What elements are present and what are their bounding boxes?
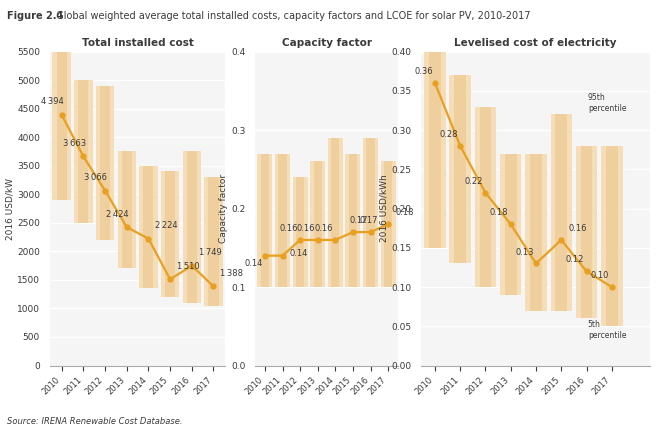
Bar — [525, 154, 547, 310]
Bar — [182, 151, 201, 303]
Text: 0.22: 0.22 — [465, 177, 483, 186]
Text: 0.16: 0.16 — [297, 224, 316, 233]
Bar — [328, 138, 343, 287]
Bar — [429, 52, 441, 248]
Bar — [121, 151, 132, 268]
Text: 0.14: 0.14 — [244, 259, 263, 268]
Text: Global weighted average total installed costs, capacity factors and LCOE for sol: Global weighted average total installed … — [50, 11, 530, 21]
Bar — [310, 161, 326, 287]
Text: 0.18: 0.18 — [490, 208, 509, 217]
Bar — [314, 161, 322, 287]
Text: 0.16: 0.16 — [279, 224, 298, 233]
Text: 1 749: 1 749 — [199, 249, 221, 257]
Title: Levelised cost of electricity: Levelised cost of electricity — [454, 38, 617, 48]
Bar — [275, 154, 290, 287]
Bar — [96, 86, 114, 240]
Bar — [292, 177, 308, 287]
Bar — [278, 154, 286, 287]
Bar — [161, 172, 179, 297]
Text: 0.28: 0.28 — [440, 130, 458, 139]
Title: Total installed cost: Total installed cost — [82, 38, 194, 48]
Bar — [296, 177, 304, 287]
Bar — [530, 154, 542, 310]
Text: 0.36: 0.36 — [414, 67, 433, 76]
Bar — [257, 154, 272, 287]
Bar — [117, 151, 136, 268]
Text: 3 066: 3 066 — [84, 173, 107, 182]
Bar — [208, 177, 219, 306]
Text: Figure 2.4: Figure 2.4 — [7, 11, 63, 21]
Text: 3 663: 3 663 — [62, 139, 86, 148]
Text: 4 394: 4 394 — [41, 97, 64, 106]
Text: Source: IRENA Renewable Cost Database.: Source: IRENA Renewable Cost Database. — [7, 417, 182, 426]
Bar — [367, 138, 375, 287]
Text: 0.17: 0.17 — [360, 216, 379, 225]
Bar — [52, 52, 71, 200]
Bar — [601, 146, 623, 326]
Bar — [505, 154, 516, 295]
Text: 0.16: 0.16 — [314, 224, 333, 233]
Text: 1 388: 1 388 — [220, 269, 243, 278]
Bar — [56, 52, 67, 200]
Bar — [479, 107, 491, 287]
Bar — [349, 154, 357, 287]
Title: Capacity factor: Capacity factor — [282, 38, 371, 48]
Bar — [74, 80, 93, 223]
Y-axis label: 2016 USD/kWh: 2016 USD/kWh — [379, 175, 389, 243]
Text: 0.16: 0.16 — [568, 224, 587, 233]
Bar — [381, 161, 396, 287]
Text: 0.13: 0.13 — [515, 248, 534, 257]
Text: 95th
percentile: 95th percentile — [588, 92, 627, 113]
Bar — [143, 166, 154, 289]
Text: 0.14: 0.14 — [290, 249, 308, 258]
Text: 0.10: 0.10 — [591, 271, 609, 280]
Text: 0.17: 0.17 — [349, 216, 368, 225]
Bar — [332, 138, 339, 287]
Bar — [165, 172, 175, 297]
Bar — [363, 138, 378, 287]
Bar — [450, 75, 471, 264]
Y-axis label: Capacity factor: Capacity factor — [219, 174, 228, 243]
Bar — [424, 52, 446, 248]
Text: 5th
percentile: 5th percentile — [588, 320, 627, 340]
Text: 0.12: 0.12 — [566, 255, 584, 264]
Bar — [384, 161, 392, 287]
Bar — [345, 154, 361, 287]
Text: 2 224: 2 224 — [155, 221, 178, 230]
Bar — [475, 107, 496, 287]
Bar — [606, 146, 618, 326]
Bar — [261, 154, 269, 287]
Bar — [581, 146, 593, 318]
Bar — [454, 75, 466, 264]
Text: 2 424: 2 424 — [106, 210, 129, 219]
Text: 0.18: 0.18 — [395, 208, 414, 217]
Bar — [500, 154, 522, 295]
Bar — [204, 177, 223, 306]
Bar — [139, 166, 158, 289]
Text: 1 510: 1 510 — [177, 262, 200, 271]
Bar — [556, 114, 567, 310]
Bar — [100, 86, 110, 240]
Bar — [575, 146, 597, 318]
Bar — [78, 80, 88, 223]
Y-axis label: 2016 USD/kW: 2016 USD/kW — [5, 178, 14, 240]
Bar — [550, 114, 572, 310]
Bar — [187, 151, 197, 303]
